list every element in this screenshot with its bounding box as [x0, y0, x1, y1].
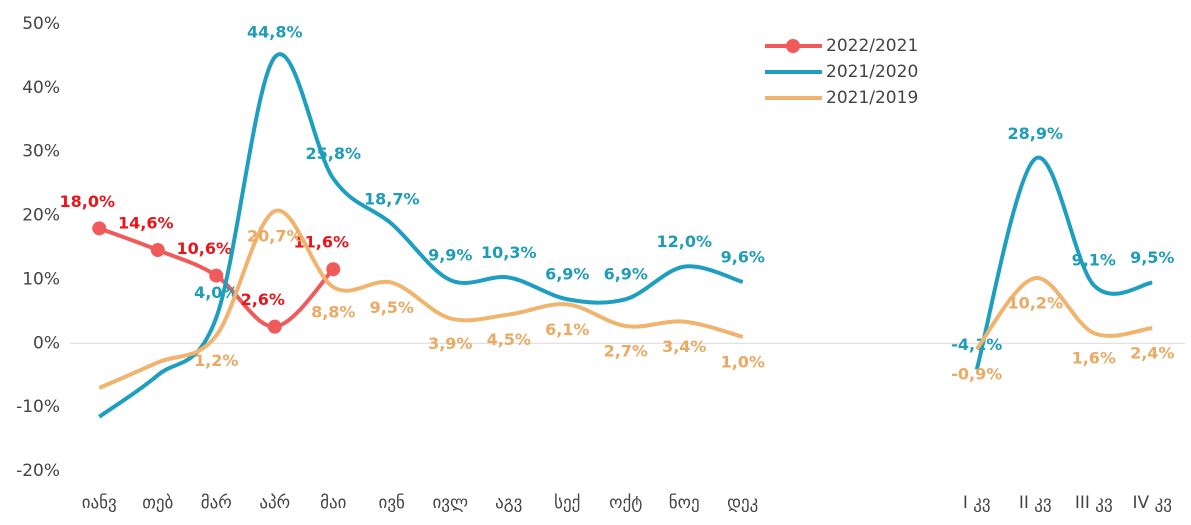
data-label: 6,9% — [604, 265, 648, 284]
x-tick-label: იანვ — [82, 493, 117, 513]
data-label: 1,0% — [721, 352, 765, 371]
point — [150, 243, 165, 258]
point — [92, 221, 107, 236]
y-tick-label: 40% — [22, 78, 60, 98]
data-label: 6,1% — [545, 320, 589, 339]
y-tick-label: -20% — [16, 461, 60, 481]
x-tick-label: აგვ — [495, 493, 522, 513]
data-label: 10,2% — [1007, 294, 1063, 313]
x-tick-label: თებ — [142, 493, 173, 513]
x-tick-label: ივნ — [379, 493, 406, 513]
data-label: 1,2% — [194, 351, 238, 370]
y-tick-label: 20% — [22, 206, 60, 226]
data-label: 2,7% — [604, 342, 648, 361]
data-label: 25,8% — [305, 144, 361, 163]
legend-label: 2022/2021 — [826, 36, 918, 56]
data-label: 9,6% — [721, 247, 765, 266]
series-line — [975, 276, 1153, 351]
data-label: 9,5% — [370, 298, 414, 317]
data-label: 18,7% — [364, 189, 420, 208]
data-label: 4,0% — [194, 283, 238, 302]
data-label: 9,1% — [1072, 251, 1116, 270]
x-tick-label: III კვ — [1075, 493, 1113, 513]
data-label: 10,6% — [176, 239, 232, 258]
data-label: 9,9% — [428, 246, 472, 265]
data-label: 9,5% — [1130, 248, 1174, 267]
data-label: 2,6% — [241, 290, 285, 309]
data-label: 18,0% — [59, 192, 115, 211]
x-tick-label: ივლ — [432, 493, 468, 513]
series-line — [974, 155, 1153, 371]
series-line — [98, 208, 744, 390]
data-label: 6,9% — [545, 265, 589, 284]
x-tick-label: აპრ — [259, 493, 290, 513]
data-label: 8,8% — [311, 303, 355, 322]
y-tick-label: -10% — [16, 397, 60, 417]
x-tick-label: ოქტ — [609, 493, 642, 513]
data-label: 10,3% — [481, 243, 537, 262]
data-label: 20,7% — [247, 227, 303, 246]
x-tick-label: დეკ — [727, 493, 758, 513]
x-tick-label: II კვ — [1019, 493, 1052, 513]
y-tick-label: 0% — [33, 333, 60, 353]
x-tick-label: მარ — [201, 493, 232, 513]
data-label: 2,4% — [1130, 343, 1174, 362]
data-label: 28,9% — [1007, 124, 1063, 143]
data-label: -0,9% — [951, 365, 1002, 384]
x-tick-label: I კვ — [963, 493, 991, 513]
legend-label: 2021/2019 — [826, 88, 918, 108]
data-label: 1,6% — [1072, 349, 1116, 368]
data-label: 14,6% — [118, 214, 174, 233]
point — [209, 268, 224, 283]
data-label: 4,5% — [487, 330, 531, 349]
data-label: 3,9% — [428, 334, 472, 353]
x-tick-label: IV კვ — [1133, 493, 1172, 513]
point — [267, 319, 282, 334]
data-label: -4,1% — [951, 335, 1002, 354]
data-label: 3,4% — [662, 337, 706, 356]
series-line — [98, 52, 744, 419]
x-tick-label: სექ — [554, 493, 580, 513]
y-tick-label: 30% — [22, 142, 60, 162]
data-label: 44,8% — [247, 23, 303, 42]
y-tick-label: 50% — [22, 14, 60, 34]
point — [326, 262, 341, 277]
legend-label: 2021/2020 — [826, 62, 918, 82]
data-label: 12,0% — [656, 232, 712, 251]
x-tick-label: მაი — [320, 493, 346, 513]
x-tick-label: ნოე — [669, 493, 700, 513]
y-tick-label: 10% — [22, 269, 60, 289]
legend-marker — [786, 39, 800, 53]
